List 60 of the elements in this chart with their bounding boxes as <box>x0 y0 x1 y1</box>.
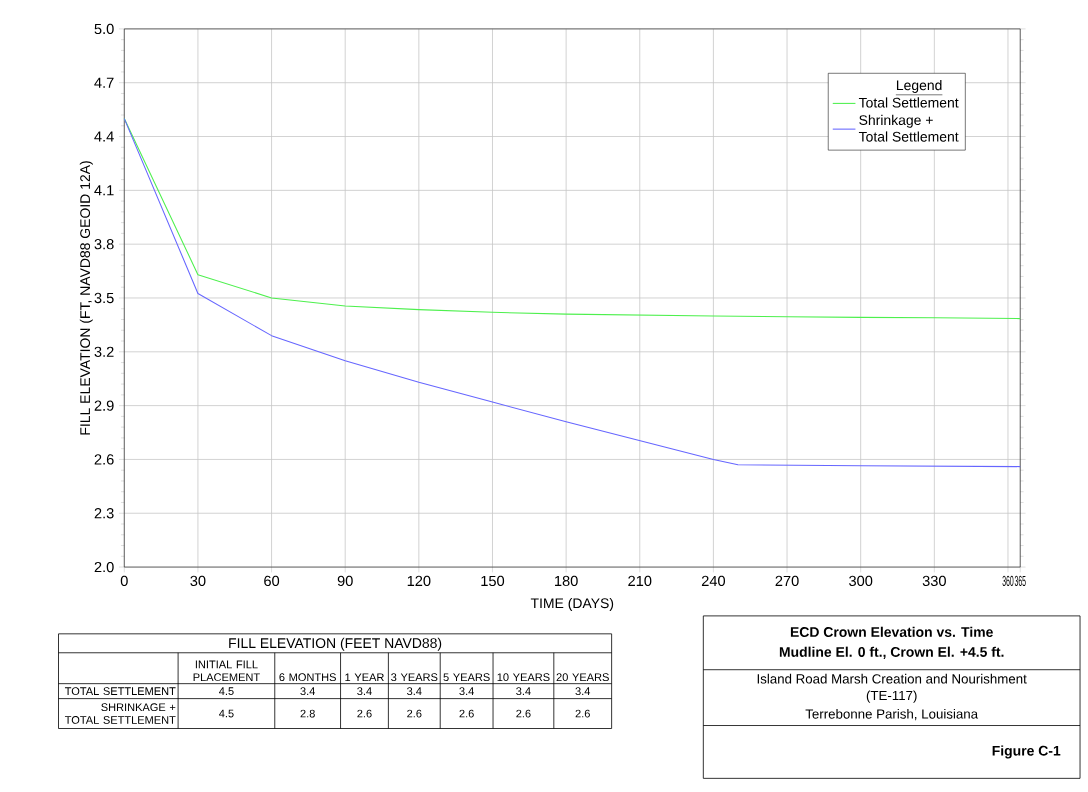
data-label: 3.4 <box>459 687 474 695</box>
x-tick-label: 240 <box>701 575 726 586</box>
y-tick-label: 3.8 <box>94 238 114 250</box>
x-tick-label: 90 <box>337 575 353 586</box>
data-label: 2.8 <box>300 709 315 718</box>
category-label: 20 YEARS <box>556 673 609 681</box>
x-tick-label: 360 <box>1002 575 1014 586</box>
data-label: 3.4 <box>300 687 316 695</box>
y-tick-label: 4.4 <box>94 131 114 142</box>
category-label: 5 YEARS <box>443 673 490 681</box>
data-label: 2.6 <box>575 709 590 718</box>
text: (TE-117) <box>866 690 917 703</box>
data-label: 2.6 <box>407 709 422 718</box>
data-label: 3.4 <box>575 687 591 695</box>
x-tick-label: 210 <box>628 575 652 586</box>
data-label: 4.5 <box>219 687 234 695</box>
x-axis-title: TIME (DAYS) <box>530 597 614 611</box>
x-tick-label: 365 <box>1014 575 1026 586</box>
y-axis-title: FILL ELEVATION (FT, NAVD88 GEOID 12A) <box>79 161 93 435</box>
category-label: INITIAL FILL PLACEMENT <box>193 660 260 681</box>
y-tick-label: 4.1 <box>94 185 114 196</box>
x-tick-label: 180 <box>555 575 578 586</box>
x-tick-label: 300 <box>849 575 873 586</box>
category-label: 10 YEARS <box>497 673 550 681</box>
text: Island Road Marsh Creation and Nourishment <box>757 673 1027 684</box>
y-tick-label: 2.3 <box>94 507 114 519</box>
x-tick-label: 0 <box>120 575 128 586</box>
x-tick-label: 60 <box>264 575 280 586</box>
data-label: 3.4 <box>407 687 422 695</box>
x-tick-label: 120 <box>407 575 431 586</box>
text: ECD Crown Elevation vs. Time <box>790 626 993 637</box>
x-tick-label: 270 <box>775 575 799 586</box>
y-tick-label: 2.9 <box>94 400 114 411</box>
data-label: 4.5 <box>219 709 234 718</box>
y-tick-label: 4.7 <box>94 77 114 88</box>
data-label: 3.4 <box>357 687 372 695</box>
x-tick-label: 150 <box>481 575 505 586</box>
y-tick-label: 2.0 <box>94 561 114 573</box>
text: FILL ELEVATION (FEET NAVD88) <box>229 637 442 651</box>
y-tick-label: 3.5 <box>94 292 114 304</box>
legend-label: Shrinkage + Total Settlement <box>858 114 959 142</box>
text: TOTAL SETTLEMENT <box>64 687 176 695</box>
text: Terrebonne Parish, Louisiana <box>805 708 979 721</box>
y-tick-label: 5.0 <box>94 23 114 34</box>
x-tick-label: 30 <box>190 575 206 586</box>
y-tick-label: 2.6 <box>94 454 114 465</box>
x-tick-label: 330 <box>922 575 946 586</box>
data-label: 2.6 <box>357 709 372 718</box>
y-tick-label: 3.2 <box>94 346 114 357</box>
legend-title: Legend <box>896 79 942 93</box>
category-label: 3 YEARS <box>391 673 438 681</box>
legend-label: Total Settlement <box>858 97 959 108</box>
data-label: 2.6 <box>516 709 531 718</box>
category-label: 1 YEAR <box>345 673 384 681</box>
category-label: 6 MONTHS <box>279 673 336 681</box>
text: Mudline El. 0 ft., Crown El. +4.5 ft. <box>779 646 1004 659</box>
text: Figure C-1 <box>992 745 1061 759</box>
data-label: 2.6 <box>459 709 474 718</box>
text: SHRINKAGE + TOTAL SETTLEMENT <box>64 703 176 724</box>
data-label: 3.4 <box>516 687 531 695</box>
